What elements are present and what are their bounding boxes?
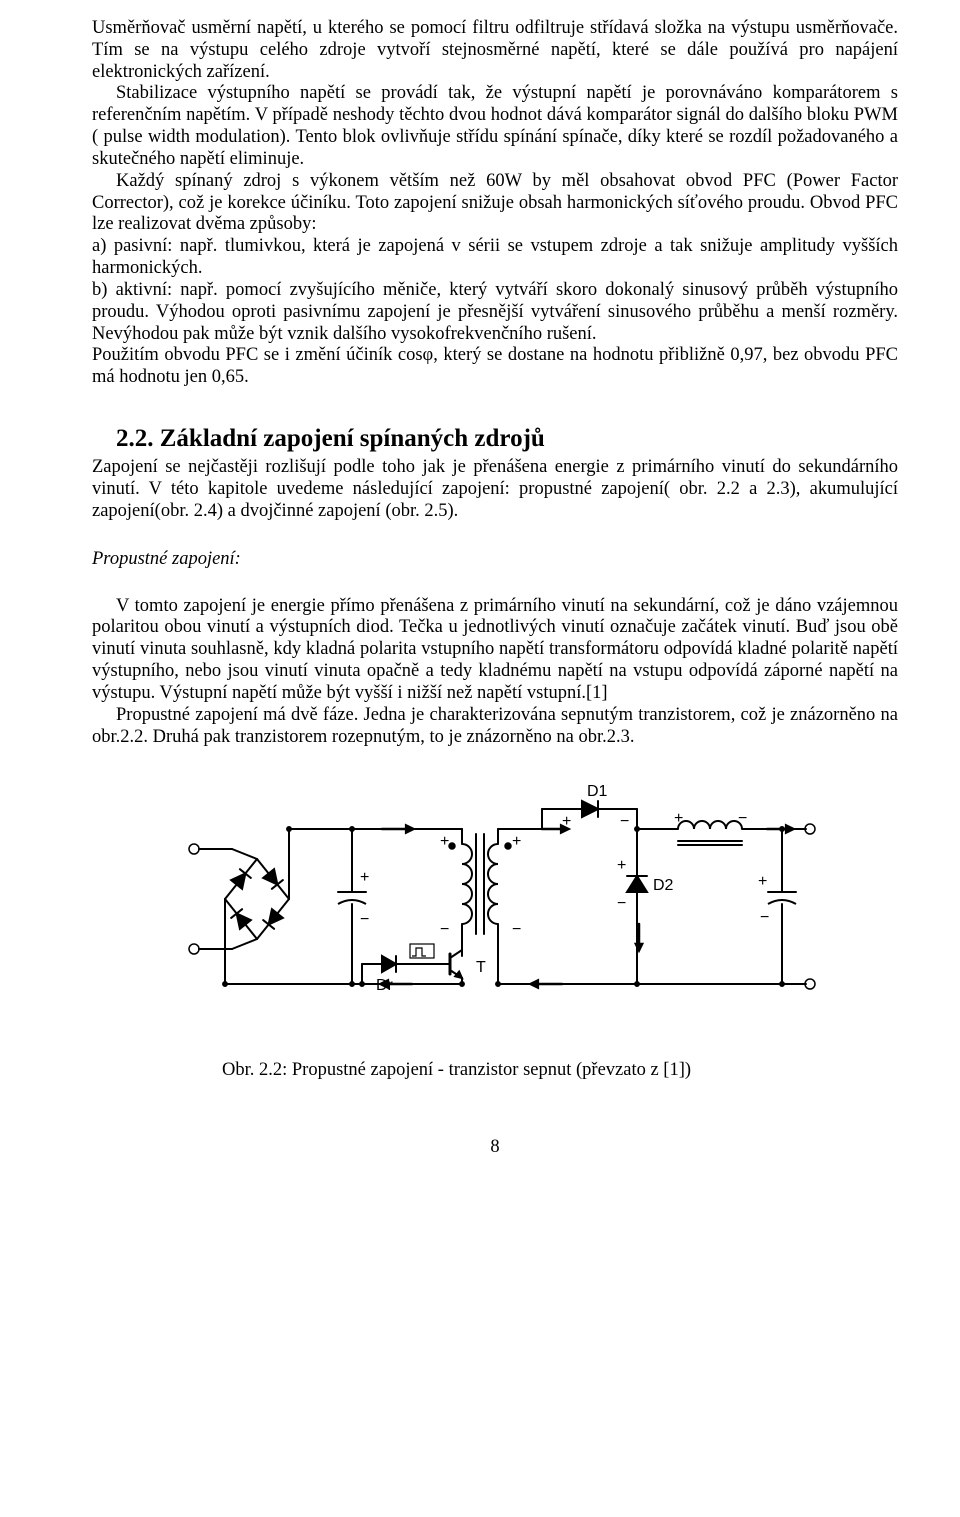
svg-text:+: + bbox=[512, 833, 521, 850]
paragraph-rectifier: Usměrňovač usměrní napětí, u kterého se … bbox=[92, 18, 898, 83]
paragraph-pfc-cosphi: Použitím obvodu PFC se i změní účiník co… bbox=[92, 345, 898, 389]
figure-2-2: +−+−+−DrTD1+−D2+−+−+− bbox=[92, 774, 898, 1024]
svg-text:−: − bbox=[512, 921, 521, 938]
svg-text:T: T bbox=[476, 959, 486, 976]
svg-text:−: − bbox=[738, 810, 747, 827]
svg-text:+: + bbox=[617, 857, 626, 874]
svg-text:+: + bbox=[674, 810, 683, 827]
svg-text:D2: D2 bbox=[653, 877, 674, 894]
paragraph-pfc-intro: Každý spínaný zdroj s výkonem větším než… bbox=[92, 171, 898, 236]
svg-text:−: − bbox=[360, 911, 369, 928]
svg-text:−: − bbox=[440, 921, 449, 938]
heading-2-2: 2.2. Základní zapojení spínaných zdrojů bbox=[116, 425, 898, 453]
subheading-forward: Propustné zapojení: bbox=[92, 549, 898, 570]
svg-text:−: − bbox=[620, 813, 629, 830]
svg-text:D1: D1 bbox=[587, 783, 608, 800]
svg-text:−: − bbox=[760, 909, 769, 926]
svg-text:−: − bbox=[617, 895, 626, 912]
svg-text:Dr: Dr bbox=[376, 977, 394, 994]
figure-caption: Obr. 2.2: Propustné zapojení - tranzisto… bbox=[222, 1060, 898, 1081]
svg-text:+: + bbox=[440, 833, 449, 850]
paragraph-pfc-active: b) aktivní: např. pomocí zvyšujícího měn… bbox=[92, 280, 898, 345]
circuit-diagram: +−+−+−DrTD1+−D2+−+−+− bbox=[182, 774, 817, 1024]
paragraph-stabilization: Stabilizace výstupního napětí se provádí… bbox=[92, 83, 898, 170]
svg-text:+: + bbox=[758, 873, 767, 890]
document-page: Usměrňovač usměrní napětí, u kterého se … bbox=[0, 0, 960, 1217]
page-number: 8 bbox=[92, 1137, 898, 1158]
svg-text:+: + bbox=[360, 869, 369, 886]
paragraph-forward-desc: V tomto zapojení je energie přímo přenáš… bbox=[92, 596, 898, 705]
paragraph-forward-phases: Propustné zapojení má dvě fáze. Jedna je… bbox=[92, 705, 898, 749]
paragraph-topologies: Zapojení se nejčastěji rozlišují podle t… bbox=[92, 457, 898, 522]
paragraph-pfc-passive: a) pasivní: např. tlumivkou, která je za… bbox=[92, 236, 898, 280]
